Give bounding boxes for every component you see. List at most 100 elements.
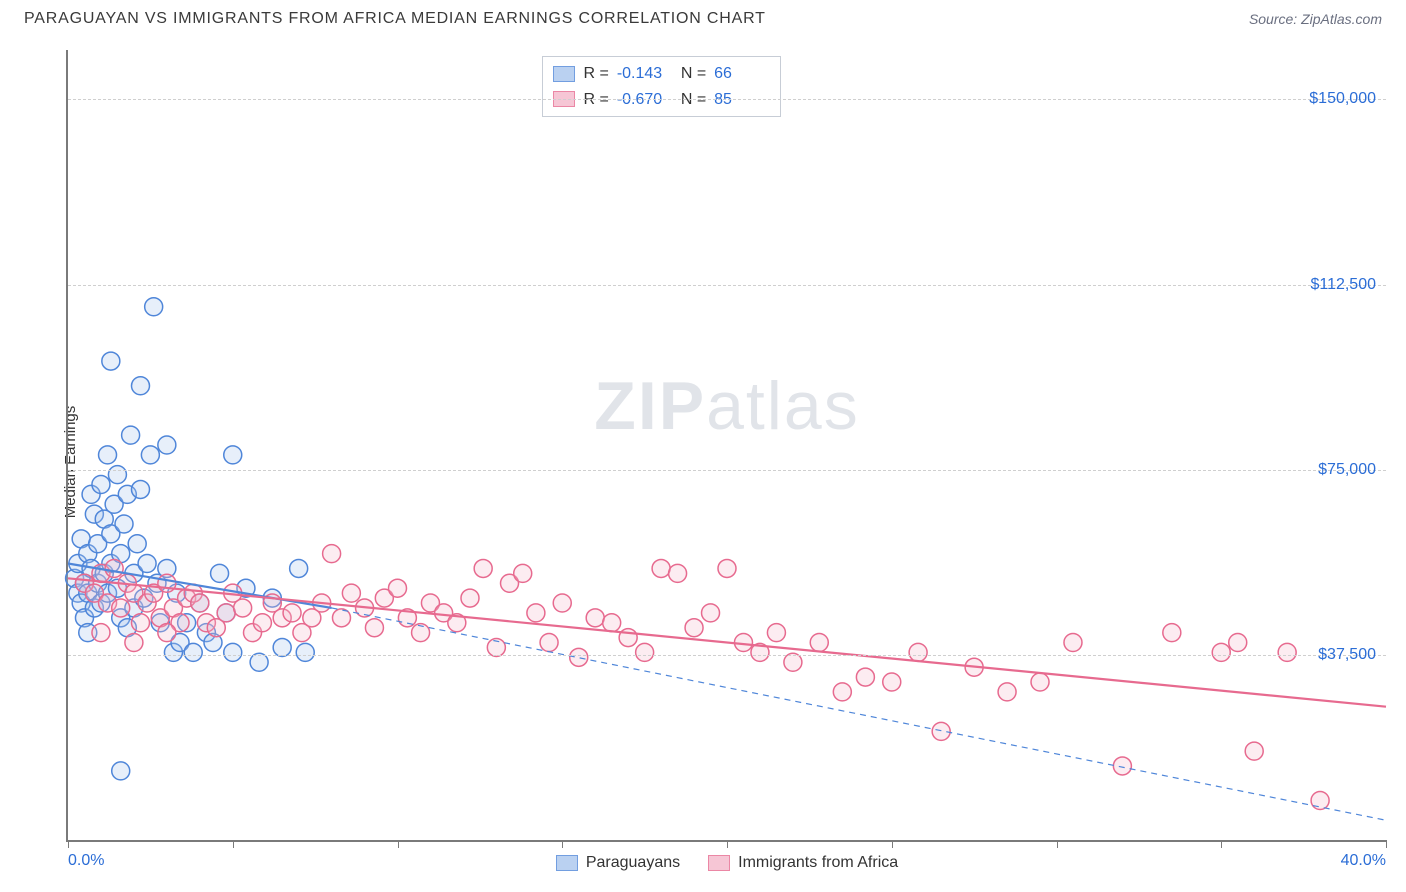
data-point	[323, 545, 341, 563]
legend-swatch	[708, 855, 730, 871]
gridline	[68, 470, 1386, 471]
chart-source: Source: ZipAtlas.com	[1249, 11, 1382, 27]
data-point	[909, 643, 927, 661]
data-point	[527, 604, 545, 622]
x-tick	[398, 840, 399, 848]
data-point	[603, 614, 621, 632]
data-point	[784, 653, 802, 671]
x-tick-label: 40.0%	[1341, 852, 1386, 870]
data-point	[365, 619, 383, 637]
data-point	[685, 619, 703, 637]
data-point	[833, 683, 851, 701]
data-point	[1113, 757, 1131, 775]
data-point	[138, 555, 156, 573]
plot-area: ZIPatlas R =-0.143N =66R =-0.670N =85 Pa…	[66, 50, 1386, 842]
gridline	[68, 99, 1386, 100]
r-value: -0.143	[617, 61, 673, 87]
data-point	[1163, 624, 1181, 642]
data-point	[669, 564, 687, 582]
data-point	[145, 298, 163, 316]
data-point	[158, 436, 176, 454]
correlation-row: R =-0.143N =66	[553, 61, 770, 87]
data-point	[856, 668, 874, 686]
data-point	[1031, 673, 1049, 691]
legend-item: Immigrants from Africa	[708, 854, 898, 872]
data-point	[112, 762, 130, 780]
x-tick	[68, 840, 69, 848]
data-point	[224, 643, 242, 661]
data-point	[718, 559, 736, 577]
data-point	[767, 624, 785, 642]
data-point	[234, 599, 252, 617]
data-point	[191, 594, 209, 612]
data-point	[273, 638, 291, 656]
y-tick-label: $150,000	[1309, 90, 1376, 108]
series-legend: Paraguayans Immigrants from Africa	[68, 854, 1386, 872]
x-tick	[727, 840, 728, 848]
trend-line-extrapolated	[332, 608, 1386, 820]
data-point	[553, 594, 571, 612]
data-point	[92, 624, 110, 642]
data-point	[131, 614, 149, 632]
gridline	[68, 285, 1386, 286]
legend-label: Immigrants from Africa	[738, 854, 898, 872]
legend-swatch	[556, 855, 578, 871]
gridline	[68, 655, 1386, 656]
y-tick-label: $112,500	[1310, 276, 1376, 294]
data-point	[1311, 792, 1329, 810]
data-point	[184, 643, 202, 661]
data-point	[131, 377, 149, 395]
y-tick-label: $75,000	[1318, 461, 1376, 479]
data-point	[636, 643, 654, 661]
n-label: N =	[681, 61, 706, 87]
data-point	[108, 466, 126, 484]
legend-label: Paraguayans	[586, 854, 680, 872]
x-tick	[233, 840, 234, 848]
data-point	[998, 683, 1016, 701]
legend-swatch	[553, 66, 575, 82]
chart-container: Median Earnings ZIPatlas R =-0.143N =66R…	[20, 42, 1386, 882]
chart-title: PARAGUAYAN VS IMMIGRANTS FROM AFRICA MED…	[24, 10, 766, 28]
data-point	[250, 653, 268, 671]
data-point	[158, 624, 176, 642]
data-point	[702, 604, 720, 622]
data-point	[283, 604, 301, 622]
x-tick	[1057, 840, 1058, 848]
data-point	[883, 673, 901, 691]
trend-line	[68, 578, 1386, 706]
data-point	[141, 446, 159, 464]
data-point	[342, 584, 360, 602]
data-point	[461, 589, 479, 607]
data-point	[112, 599, 130, 617]
x-tick	[562, 840, 563, 848]
data-point	[102, 352, 120, 370]
data-point	[514, 564, 532, 582]
data-point	[122, 426, 140, 444]
data-point	[1229, 634, 1247, 652]
data-point	[474, 559, 492, 577]
n-value: 66	[714, 61, 770, 87]
data-point	[1245, 742, 1263, 760]
x-tick-label: 0.0%	[68, 852, 104, 870]
data-point	[131, 480, 149, 498]
data-point	[586, 609, 604, 627]
data-point	[217, 604, 235, 622]
data-point	[389, 579, 407, 597]
scatter-svg	[68, 50, 1386, 840]
data-point	[810, 634, 828, 652]
data-point	[296, 643, 314, 661]
x-tick	[1386, 840, 1387, 848]
data-point	[99, 446, 117, 464]
data-point	[105, 559, 123, 577]
y-tick-label: $37,500	[1318, 646, 1376, 664]
data-point	[92, 476, 110, 494]
correlation-legend: R =-0.143N =66R =-0.670N =85	[542, 56, 781, 117]
x-tick	[892, 840, 893, 848]
data-point	[290, 559, 308, 577]
data-point	[1212, 643, 1230, 661]
data-point	[224, 446, 242, 464]
data-point	[652, 559, 670, 577]
chart-header: PARAGUAYAN VS IMMIGRANTS FROM AFRICA MED…	[0, 0, 1406, 36]
legend-item: Paraguayans	[556, 854, 680, 872]
x-tick	[1221, 840, 1222, 848]
